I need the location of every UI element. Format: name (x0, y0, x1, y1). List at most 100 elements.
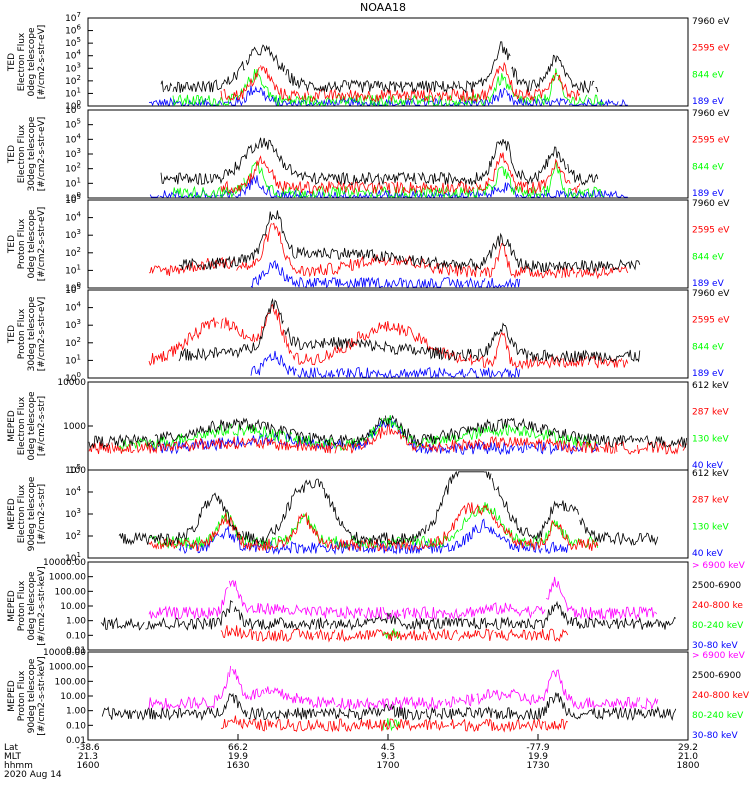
panel-frame (87, 199, 689, 289)
y-axis-title: MEPEDElectron Flux90deg telescope[#/cm2-… (7, 476, 47, 551)
x-tick-lat: -77.9 (526, 743, 550, 753)
y-tick-label: 1000 (63, 422, 86, 432)
legend-entry: 240-800 keV (692, 691, 750, 701)
legend-entry: 130 keV (692, 522, 729, 532)
y-tick-label: 0.10 (66, 631, 86, 641)
y-tick-exponent: 4 (77, 132, 82, 140)
y-axis-title: MEPEDProton Flux0deg telescope[#/cm2-s-s… (7, 566, 47, 645)
x-tick-mlt: 21.3 (78, 752, 98, 762)
y-tick-exponent: 5 (77, 118, 81, 126)
y-axis-title: TEDElectron Flux30deg telescope[#/cm2-s-… (7, 116, 47, 191)
legend-entry: 130 keV (692, 434, 729, 444)
y-axis-title-line: 0deg telescope (27, 391, 37, 461)
series-line (88, 414, 687, 450)
legend-entry: 30-80 keV (692, 731, 738, 741)
legend-entry: > 6900 keV (692, 651, 746, 661)
panel-traces (148, 297, 641, 379)
y-axis-title-line: MEPED (7, 410, 17, 442)
series-line (101, 692, 677, 722)
y-tick-exponent: 0 (77, 371, 81, 379)
series-line (220, 152, 581, 195)
legend-entry: 40 keV (692, 549, 724, 559)
y-tick-label: 0.01 (66, 736, 86, 746)
x-tick-mlt: 9.3 (381, 752, 395, 762)
y-tick-exponent: 5 (77, 36, 81, 44)
panel-5: 100 1000 10000 MEPEDElectron Flux0deg teles… (7, 378, 729, 476)
y-axis-title: MEPEDProton Flux90deg telescope[#/cm2-s-… (7, 656, 47, 735)
y-axis-title-line: 90deg telescope (27, 476, 37, 551)
panel-traces (100, 577, 677, 643)
figure-title: NOAA18 (360, 1, 406, 14)
y-tick-exponent: 3 (77, 507, 81, 515)
series-line (220, 715, 569, 733)
series-line (172, 160, 604, 199)
y-tick-exponent: 3 (77, 61, 81, 69)
y-tick-exponent: 0 (77, 191, 81, 199)
y-axis-title-line: Electron Flux (17, 124, 27, 183)
x-tick-hhmm: 1730 (527, 761, 550, 771)
x-tick-hhmm: 1700 (377, 761, 400, 771)
legend-entry: 2595 eV (692, 226, 730, 236)
legend-entry: > 6900 keV (692, 561, 746, 571)
panel-frame (87, 17, 689, 107)
panel-traces (101, 665, 677, 733)
legend-entry: 40 keV (692, 461, 724, 471)
y-tick-exponent: 6 (77, 24, 82, 32)
y-tick-exponent: 1 (77, 176, 81, 184)
legend-entry: 189 eV (692, 97, 725, 107)
x-tick-hhmm: 1630 (227, 761, 250, 771)
y-axis-title-line: Proton Flux (17, 580, 27, 631)
y-tick-exponent: 2 (77, 74, 81, 82)
y-axis-title-line: 0deg telescope (27, 209, 37, 279)
y-axis-title-line: 90deg telescope (27, 658, 37, 733)
legend-entry: 844 eV (692, 70, 725, 80)
y-axis-title-line: Proton Flux (17, 218, 27, 269)
legend-entry: 2595 eV (692, 44, 730, 54)
y-axis-title-line: [#/cm2-s-str-eV] (37, 297, 47, 372)
legend-entry: 287 keV (692, 408, 729, 418)
footer-row-label: Lat (4, 743, 19, 753)
x-tick-mlt: 19.9 (528, 752, 548, 762)
legend-entry: 189 eV (692, 369, 725, 379)
legend-entry: 189 eV (692, 279, 725, 289)
legend-entry: 7960 eV (692, 289, 730, 299)
panel-traces (148, 210, 641, 289)
y-axis-title-line: MEPED (7, 498, 17, 530)
y-axis-title-line: [#/cm2-s-str] (37, 396, 47, 456)
y-tick-label: 0.01 (66, 646, 86, 656)
series-line (148, 222, 629, 280)
y-axis-title-line: Electron Flux (17, 396, 27, 455)
legend-entry: 7960 eV (692, 17, 730, 27)
y-tick-exponent: 0 (77, 281, 81, 289)
legend-entry: 80-240 keV (692, 711, 744, 721)
legend-entry: 2500-6900 (692, 671, 741, 681)
x-tick-lat: 4.5 (381, 743, 395, 753)
time-axis-footer: LatMLThhmm-38.621.3160066.219.916304.59.… (4, 734, 700, 780)
y-axis-title-line: TED (7, 325, 17, 344)
x-tick-lat: 29.2 (678, 743, 698, 753)
figure-date: 2020 Aug 14 (4, 770, 62, 780)
y-tick-label: 10.00 (60, 692, 86, 702)
legend-entry: 240-800 ke (692, 601, 743, 611)
panel-traces (88, 414, 687, 456)
y-tick-exponent: 4 (77, 485, 82, 493)
footer-row-label: hhmm (4, 761, 33, 771)
legend-entry: 2595 eV (692, 136, 730, 146)
x-tick-mlt: 19.9 (228, 752, 248, 762)
y-tick-label: 100.00 (55, 677, 87, 687)
y-axis-title: TEDElectron Flux0deg telescope[#/cm2-s-s… (7, 25, 47, 100)
y-tick-label: 100 (69, 466, 86, 476)
series-line (160, 41, 599, 94)
series-line (220, 625, 569, 643)
y-axis-title-line: MEPED (7, 590, 17, 622)
series-line (250, 259, 521, 289)
panel-traces (118, 470, 659, 555)
y-axis-title-line: Proton Flux (17, 308, 27, 359)
y-tick-exponent: 4 (77, 49, 82, 57)
y-axis-title-line: [#/cm2-s-str-eV] (37, 25, 47, 100)
y-axis-title-line: [#/cm2-s-str-eV] (37, 207, 47, 282)
series-line (178, 297, 641, 364)
